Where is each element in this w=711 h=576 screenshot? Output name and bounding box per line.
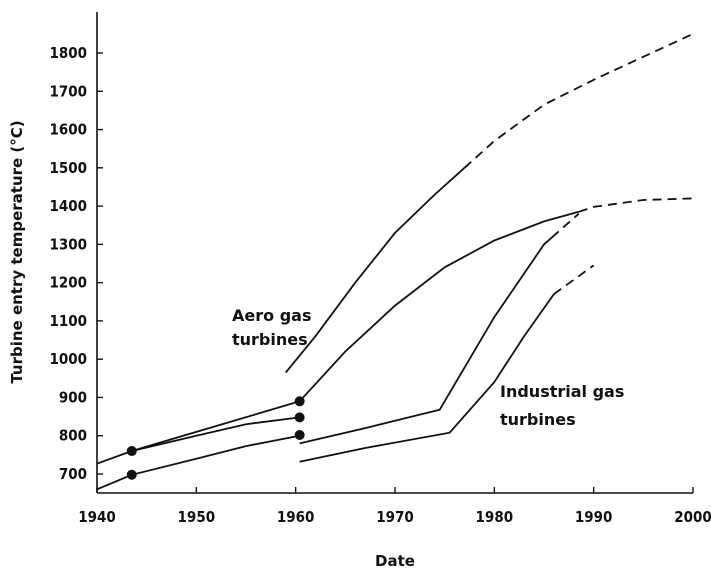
x-axis-label: Date [375, 552, 415, 570]
series-line-5-solid [299, 236, 553, 445]
y-tick-label: 1400 [49, 197, 87, 215]
series-line-5-dashed [551, 213, 580, 239]
y-axis-label: Turbine entry temperature (°C) [8, 120, 26, 383]
series-line-3-solid [285, 167, 466, 374]
y-tick-label: 800 [59, 427, 87, 445]
x-tick-label: 1970 [376, 508, 414, 526]
y-tick-label: 1000 [49, 350, 87, 368]
x-tick-label: 1980 [476, 508, 514, 526]
data-point-marker [294, 396, 305, 407]
x-ticks: 1940 1950 1960 1970 1980 1990 2000 [78, 487, 711, 526]
y-tick-label: 700 [59, 465, 87, 483]
markers-group [126, 396, 305, 480]
y-tick-label: 1200 [49, 274, 87, 292]
x-tick-label: 1990 [575, 508, 613, 526]
series-line-4-dashed [578, 197, 694, 213]
series-line-3-dashed [463, 33, 694, 169]
data-point-marker [126, 469, 137, 480]
y-tick-label: 1300 [49, 235, 87, 253]
x-tick-label: 1940 [78, 508, 116, 526]
data-point-marker [294, 412, 305, 423]
y-tick-label: 900 [59, 388, 87, 406]
y-tick-label: 1800 [49, 44, 87, 62]
x-tick-label: 2000 [674, 508, 711, 526]
industrial-annotation-line-1: Industrial gas [500, 382, 624, 401]
y-tick-label: 1700 [49, 82, 87, 100]
series-line-2 [96, 434, 300, 491]
data-point-marker [126, 446, 137, 457]
x-tick-label: 1950 [178, 508, 216, 526]
aero-annotation-line-2: turbines [232, 330, 308, 349]
y-tick-label: 1500 [49, 159, 87, 177]
series-line-1 [131, 416, 300, 452]
series-line-6-dashed [553, 264, 595, 295]
industrial-annotation-line-2: turbines [500, 410, 576, 429]
data-point-marker [294, 429, 305, 440]
series-line-0 [96, 400, 300, 465]
y-tick-label: 1600 [49, 121, 87, 139]
aero-annotation-line-1: Aero gas [232, 306, 311, 325]
series-line-6-solid [299, 293, 555, 463]
x-tick-label: 1960 [277, 508, 315, 526]
series-group [96, 33, 694, 491]
y-ticks: 700 800 900 1000 1100 1200 1300 1400 1500 1600 170… [49, 44, 103, 483]
y-tick-label: 1100 [49, 312, 87, 330]
series-line-4-solid [298, 210, 580, 402]
